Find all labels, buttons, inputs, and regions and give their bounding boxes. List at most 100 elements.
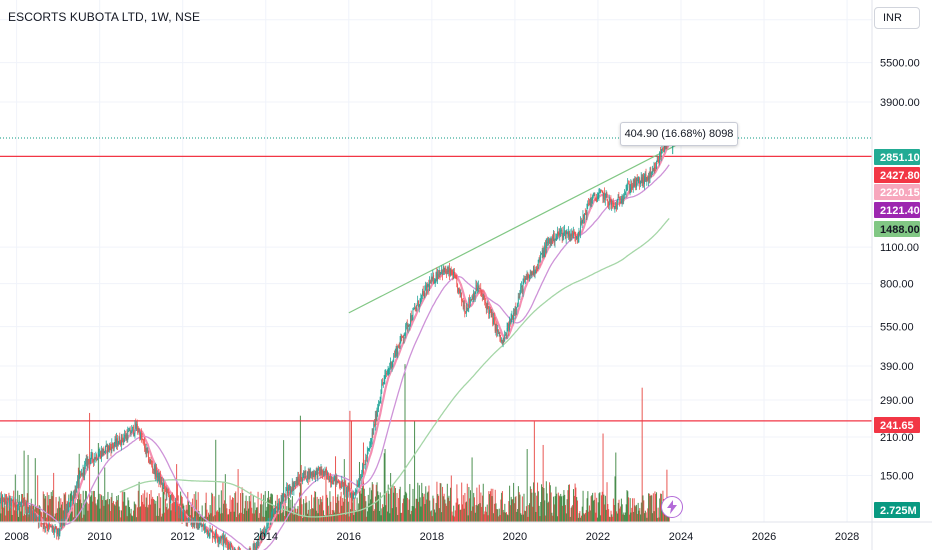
candle-body (19, 503, 21, 505)
candle-body (425, 285, 427, 288)
last-price-label-bg (874, 149, 920, 165)
volume-bar (469, 490, 471, 522)
volume-bar (490, 488, 492, 522)
candle-body (73, 494, 75, 497)
candle-body (343, 482, 345, 491)
candle-body (97, 459, 98, 460)
candle-body (630, 183, 632, 189)
volume-bar (480, 492, 482, 522)
volume-bar (491, 496, 493, 522)
volume-bar (381, 508, 383, 522)
volume-bar (53, 472, 55, 522)
volume-bar (423, 493, 425, 522)
candle-body (57, 528, 59, 535)
candle-body (351, 495, 353, 500)
volume-bar (13, 490, 15, 522)
candle-body (573, 232, 574, 238)
candle-body (53, 530, 55, 533)
volume-bar (449, 500, 451, 522)
volume-bar (237, 469, 239, 522)
volume-bar (459, 509, 461, 522)
volume-bar (144, 490, 146, 522)
candle-body (130, 432, 132, 434)
candle-body (219, 538, 221, 540)
candle-body (503, 340, 505, 342)
candle-body (200, 524, 201, 526)
candle-body (445, 267, 447, 273)
candle-body (9, 498, 11, 505)
candle-body (109, 445, 110, 451)
candle-body (368, 448, 370, 451)
volume-bar (248, 496, 250, 522)
candle-body (355, 491, 356, 493)
candle-body (104, 451, 106, 453)
candle-body (418, 300, 419, 307)
volume-bar (384, 448, 386, 522)
volume-bar (101, 499, 103, 522)
trendline[interactable] (348, 131, 703, 314)
candle-body (196, 519, 197, 529)
volume-bar (498, 508, 500, 522)
volume-bar (232, 497, 234, 522)
volume-bar (329, 491, 331, 522)
candle-body (340, 486, 342, 488)
volume-bar (543, 488, 545, 522)
candle-body (639, 178, 641, 185)
candle-body (184, 512, 185, 516)
candle-body (571, 230, 573, 236)
volume-bar (595, 512, 597, 522)
candle-body (117, 438, 118, 446)
candle-body (474, 293, 476, 298)
candle-body (71, 496, 73, 501)
volume-bar (264, 491, 266, 522)
lightning-icon[interactable] (661, 496, 683, 518)
volume-bar (298, 516, 300, 522)
volume-bar (226, 508, 228, 522)
volume-bar (615, 452, 617, 522)
volume-bar (192, 498, 194, 522)
volume-bar (628, 497, 630, 522)
candle-body (604, 192, 605, 201)
volume-bar (621, 504, 623, 522)
candle-body (433, 275, 435, 283)
volume-bar (425, 486, 427, 522)
volume-bar (517, 486, 519, 522)
candle-body (30, 507, 31, 517)
candle-body (342, 481, 344, 483)
candle-body (13, 502, 15, 505)
volume-bar (172, 502, 174, 522)
volume-bar (44, 498, 46, 522)
candle-body (426, 285, 427, 291)
currency-button[interactable]: INR (874, 7, 920, 29)
candle-body (643, 175, 645, 185)
candle-body (279, 504, 281, 510)
candle-body (608, 201, 609, 206)
candle-body (359, 478, 361, 481)
volume-bar (6, 500, 8, 522)
candle-body (35, 513, 37, 520)
volume-bar (18, 494, 20, 522)
candle-body (224, 535, 225, 543)
volume-bar (648, 493, 650, 522)
candle-body (394, 355, 395, 357)
volume-bar (400, 512, 402, 522)
candle-body (462, 301, 464, 307)
candle-body (159, 476, 161, 483)
candle-body (424, 287, 426, 298)
candle-body (313, 473, 315, 477)
volume-bar (453, 505, 455, 522)
candle-body (536, 267, 538, 269)
candle-body (307, 471, 308, 480)
candle-body (480, 287, 482, 293)
candle-body (119, 437, 121, 445)
candle-body (22, 501, 24, 505)
candle-body (229, 548, 231, 550)
volume-bar (168, 501, 170, 522)
candle-body (297, 477, 299, 485)
volume-bar (651, 495, 653, 522)
candle-body (412, 309, 414, 319)
candle-body (436, 272, 438, 280)
candle-body (434, 279, 436, 283)
candle-body (57, 528, 58, 535)
